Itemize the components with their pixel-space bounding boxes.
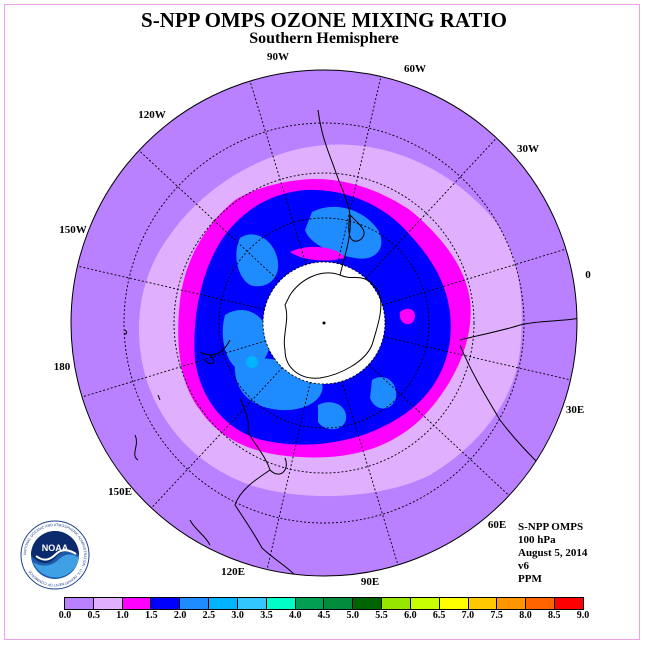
legend-swatch — [382, 598, 411, 609]
legend-swatch — [468, 598, 498, 609]
lon-label-150e: 150E — [108, 486, 132, 498]
ozone-patch-1 — [305, 206, 382, 259]
meridian-line — [77, 265, 265, 310]
legend-tick-label: 4.5 — [317, 610, 331, 621]
ozone-patch-6 — [370, 377, 397, 409]
meridian-line — [365, 137, 497, 279]
legend-tick-label: 8.5 — [547, 610, 561, 621]
legend-swatch — [353, 598, 383, 609]
ozone-patch-2 — [236, 234, 279, 287]
legend-tick-label: 0.0 — [58, 610, 72, 621]
map-title: S-NPP OMPS OZONE MIXING RATIO — [141, 8, 507, 32]
lon-label-90w: 90W — [267, 51, 289, 63]
ozone-patch-7 — [246, 356, 258, 368]
legend-swatch — [439, 598, 469, 609]
ozone-patch-3 — [222, 310, 270, 372]
map-subtitle: Southern Hemisphere — [249, 30, 399, 47]
legend-tick-label: 2.5 — [202, 610, 216, 621]
legend-tick-label: 0.5 — [87, 610, 101, 621]
legend-tick-label: 2.0 — [173, 610, 187, 621]
meridian-line — [151, 367, 283, 509]
legend-tick-label: 6.0 — [404, 610, 417, 621]
info-level: 100 hPa — [518, 534, 556, 546]
lon-label-90e: 90E — [361, 576, 379, 588]
legend-swatch — [555, 598, 583, 609]
legend-swatch — [497, 598, 527, 609]
legend-tick-label: 8.0 — [519, 610, 532, 621]
ozone-magenta-inner-2 — [290, 246, 345, 261]
meridian-line — [368, 364, 510, 496]
legend-tick-label: 1.5 — [145, 610, 158, 621]
legend-swatch — [65, 598, 94, 609]
noaa-logo-text: NOAA — [42, 543, 69, 553]
legend-tick-label: 5.5 — [375, 610, 388, 621]
lon-label-30e: 30E — [566, 404, 584, 416]
info-date: August 5, 2014 — [518, 547, 588, 559]
color-legend-ticks: 0.0 0.5 1.0 1.5 2.0 2.5 3.0 3.5 4.0 4.5 5.0 5.5 6.0 6… — [0, 610, 648, 624]
lon-label-0: 0 — [585, 269, 591, 281]
meridian-line — [266, 382, 311, 570]
color-legend — [64, 597, 584, 610]
graticule — [123, 122, 525, 524]
legend-tick-label: 5.0 — [346, 610, 360, 621]
legend-swatch — [526, 598, 556, 609]
legend-tick-label: 1.0 — [116, 610, 129, 621]
legend-swatch — [180, 598, 210, 609]
map-border — [70, 69, 578, 577]
lon-label-150w: 150W — [59, 224, 87, 236]
lon-label-60w: 60W — [404, 63, 426, 75]
product-info: S-NPP OMPS 100 hPa August 5, 2014 v6 PPM — [518, 521, 587, 586]
ozone-patch-5 — [318, 402, 347, 430]
noaa-logo: NOAA NATIONAL OCEANIC AND ATMOSPHERIC AD… — [20, 520, 90, 590]
meridians — [77, 76, 571, 570]
legend-swatch — [151, 598, 181, 609]
info-instrument: S-NPP OMPS — [518, 521, 584, 533]
legend-swatch — [93, 598, 123, 609]
lon-label-180: 180 — [54, 361, 71, 373]
legend-swatch — [237, 598, 267, 609]
legend-swatch — [266, 598, 296, 609]
legend-swatch — [209, 598, 238, 609]
meridian-line — [382, 248, 567, 306]
meridian-line — [337, 76, 382, 264]
legend-swatch — [122, 598, 152, 609]
legend-tick-label: 7.5 — [490, 610, 503, 621]
legend-tick-label: 7.0 — [461, 610, 475, 621]
legend-tick-label: 9.0 — [576, 610, 590, 621]
figure-frame — [4, 4, 640, 640]
lon-label-120e: 120E — [221, 566, 245, 578]
legend-tick-label: 6.5 — [432, 610, 446, 621]
lon-label-120w: 120W — [138, 109, 166, 121]
coastlines — [123, 109, 577, 576]
lon-label-30w: 30W — [517, 143, 539, 155]
lon-label-60e: 60E — [488, 519, 506, 531]
info-version: v6 — [518, 560, 529, 572]
meridian-line — [341, 381, 399, 566]
legend-tick-label: 3.0 — [231, 610, 244, 621]
legend-tick-label: 4.0 — [288, 610, 302, 621]
legend-swatch — [410, 598, 440, 609]
legend-swatch — [295, 598, 325, 609]
south-pole-marker — [322, 321, 326, 325]
meridian-line — [383, 336, 571, 381]
legend-tick-label: 3.5 — [260, 610, 273, 621]
info-units: PPM — [518, 573, 542, 585]
legend-swatch — [324, 598, 354, 609]
ozone-magenta-inner — [399, 308, 415, 325]
